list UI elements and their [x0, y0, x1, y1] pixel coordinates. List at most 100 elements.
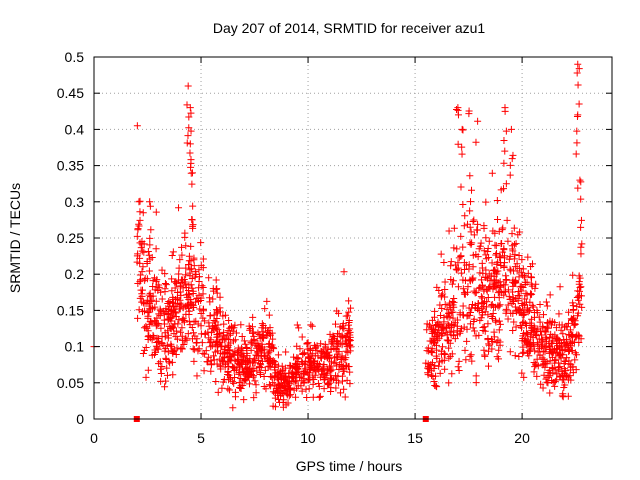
data-point	[296, 374, 304, 382]
data-point	[457, 183, 465, 191]
data-point	[152, 245, 160, 253]
x-tick-label: 10	[300, 430, 316, 446]
data-point	[431, 328, 439, 336]
data-point	[551, 377, 559, 385]
data-point	[440, 356, 448, 364]
data-point	[520, 348, 528, 356]
data-point	[439, 343, 447, 351]
data-point	[162, 354, 170, 362]
data-point	[523, 330, 531, 338]
data-point	[448, 280, 456, 288]
data-point	[515, 264, 523, 272]
data-point	[341, 393, 349, 401]
data-point	[472, 138, 480, 146]
data-point	[284, 377, 292, 385]
y-tick-label: 0.5	[65, 49, 85, 65]
axes-layer: 0 5 10 15 20 0 0.05 0.1 0.15 0.2 0.25 0.3 0.35 0.4 0.4…	[57, 49, 613, 446]
data-point	[342, 347, 350, 355]
y-tick-label: 0.4	[65, 121, 85, 137]
data-point	[201, 350, 209, 358]
data-point	[462, 356, 470, 364]
data-point	[576, 176, 584, 184]
data-point	[506, 171, 514, 179]
data-point	[263, 328, 271, 336]
data-point	[546, 389, 554, 397]
data-point	[292, 393, 300, 401]
data-point	[175, 264, 183, 272]
data-point	[342, 333, 350, 341]
data-point	[265, 311, 273, 319]
data-point	[189, 329, 197, 337]
data-point	[495, 326, 503, 334]
data-point	[436, 358, 444, 366]
data-point	[305, 369, 313, 377]
data-point	[466, 239, 474, 247]
data-point	[275, 398, 283, 406]
data-point	[195, 266, 203, 274]
data-point	[278, 374, 286, 382]
data-point	[525, 340, 533, 348]
data-point	[561, 372, 569, 380]
data-point	[315, 393, 323, 401]
data-point	[528, 301, 536, 309]
data-point	[482, 198, 490, 206]
data-point	[575, 100, 583, 108]
data-point	[447, 276, 455, 284]
data-point	[274, 351, 282, 359]
data-point	[188, 169, 196, 177]
data-point	[235, 363, 243, 371]
data-point	[336, 389, 344, 397]
data-point	[478, 282, 486, 290]
data-point	[492, 251, 500, 259]
data-point	[199, 255, 207, 263]
data-point	[496, 301, 504, 309]
data-point	[320, 385, 328, 393]
data-point	[506, 265, 514, 273]
data-point	[496, 320, 504, 328]
data-point	[484, 320, 492, 328]
data-point	[246, 365, 254, 373]
data-point	[213, 315, 221, 323]
data-point	[271, 403, 279, 411]
data-point	[478, 259, 486, 267]
data-point	[302, 385, 310, 393]
data-point	[292, 371, 300, 379]
data-point	[519, 271, 527, 279]
data-point	[515, 353, 523, 361]
data-point	[565, 347, 573, 355]
data-point	[263, 297, 271, 305]
data-point	[228, 324, 236, 332]
data-point	[496, 253, 504, 261]
data-point	[470, 318, 478, 326]
data-point	[514, 307, 522, 315]
data-point	[459, 285, 467, 293]
data-point	[282, 373, 290, 381]
data-point	[282, 401, 290, 409]
data-point	[510, 224, 518, 232]
data-point	[507, 267, 515, 275]
data-point	[534, 348, 542, 356]
data-point	[495, 317, 503, 325]
data-point	[480, 222, 488, 230]
data-point	[322, 352, 330, 360]
data-point	[178, 336, 186, 344]
data-point	[484, 254, 492, 262]
data-point	[575, 280, 583, 288]
data-point	[287, 362, 295, 370]
data-point	[311, 371, 319, 379]
data-point	[572, 333, 580, 341]
data-point	[209, 295, 217, 303]
data-point	[157, 324, 165, 332]
data-point	[445, 227, 453, 235]
data-point	[465, 304, 473, 312]
y-axis-label: SRMTID / TECUs	[7, 183, 23, 293]
data-point	[437, 250, 445, 258]
data-point	[459, 200, 467, 208]
data-point	[444, 312, 452, 320]
data-point	[337, 355, 345, 363]
data-point	[530, 368, 538, 376]
data-point	[253, 367, 261, 375]
data-point	[328, 336, 336, 344]
data-point	[212, 378, 220, 386]
